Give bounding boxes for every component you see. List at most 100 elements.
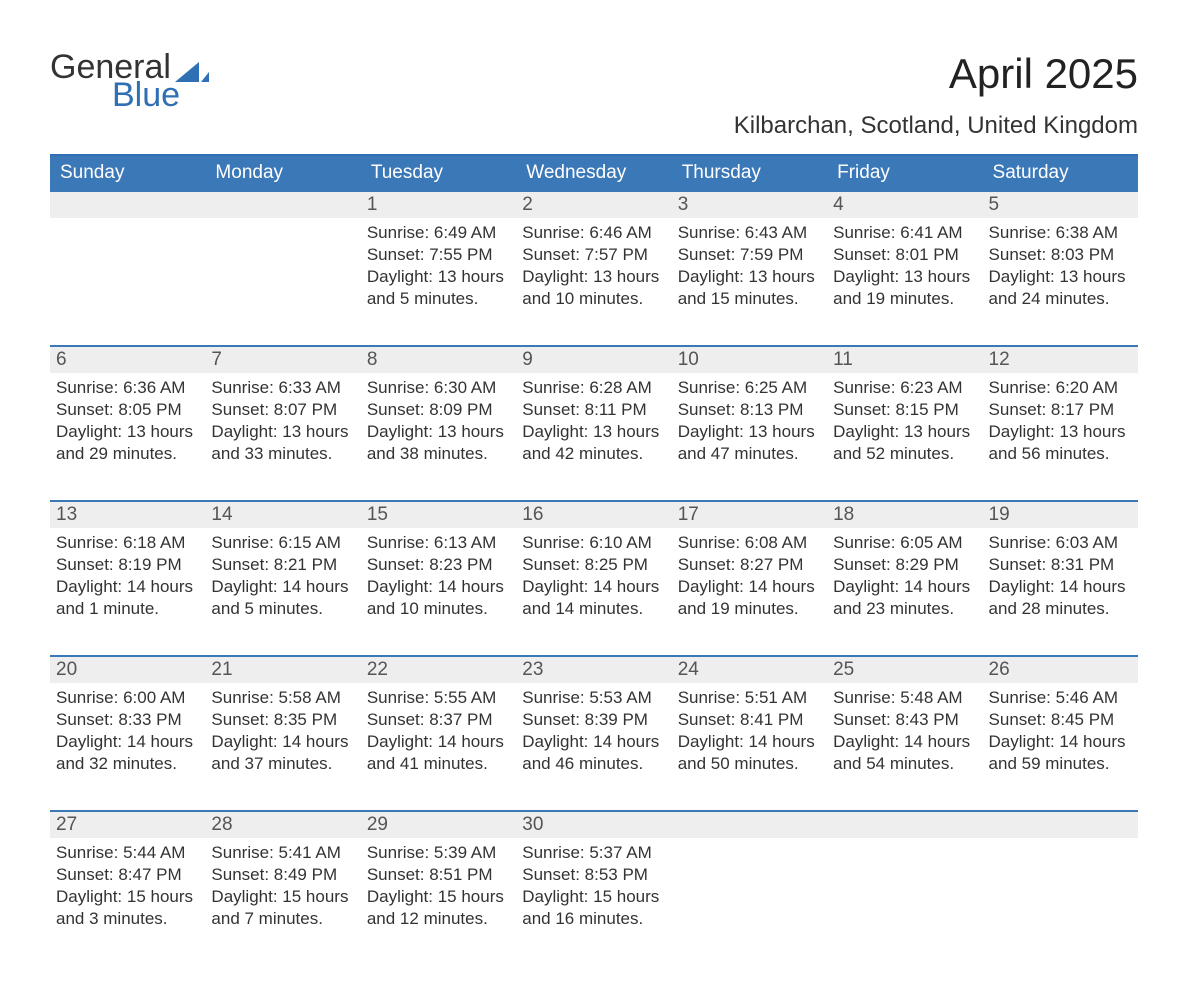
dl2-line: and 19 minutes. bbox=[678, 598, 821, 620]
day-content: Sunrise: 6:36 AMSunset: 8:05 PMDaylight:… bbox=[50, 373, 205, 477]
sunset-line: Sunset: 8:43 PM bbox=[833, 709, 976, 731]
day-cell: Sunrise: 5:48 AMSunset: 8:43 PMDaylight:… bbox=[827, 683, 982, 811]
day-cell: Sunrise: 6:33 AMSunset: 8:07 PMDaylight:… bbox=[205, 373, 360, 501]
calendar-page: General Blue April 2025 Kilbarchan, Scot… bbox=[0, 0, 1188, 1006]
dl1-line: Daylight: 13 hours bbox=[989, 421, 1132, 443]
dl2-line: and 54 minutes. bbox=[833, 753, 976, 775]
day-cell: Sunrise: 6:18 AMSunset: 8:19 PMDaylight:… bbox=[50, 528, 205, 656]
day-cell: Sunrise: 5:51 AMSunset: 8:41 PMDaylight:… bbox=[672, 683, 827, 811]
day-number-cell bbox=[827, 811, 982, 838]
dl1-line: Daylight: 14 hours bbox=[522, 576, 665, 598]
day-number-row: 20212223242526 bbox=[50, 656, 1138, 683]
dl2-line: and 42 minutes. bbox=[522, 443, 665, 465]
day-number-cell: 6 bbox=[50, 346, 205, 373]
sunset-line: Sunset: 7:57 PM bbox=[522, 244, 665, 266]
day-number-cell: 5 bbox=[983, 191, 1138, 218]
day-cell: Sunrise: 5:55 AMSunset: 8:37 PMDaylight:… bbox=[361, 683, 516, 811]
dl1-line: Daylight: 13 hours bbox=[367, 266, 510, 288]
dl2-line: and 33 minutes. bbox=[211, 443, 354, 465]
sunrise-line: Sunrise: 6:08 AM bbox=[678, 532, 821, 554]
week-row: Sunrise: 6:36 AMSunset: 8:05 PMDaylight:… bbox=[50, 373, 1138, 501]
day-cell: Sunrise: 5:58 AMSunset: 8:35 PMDaylight:… bbox=[205, 683, 360, 811]
dl2-line: and 46 minutes. bbox=[522, 753, 665, 775]
dl1-line: Daylight: 13 hours bbox=[989, 266, 1132, 288]
dl1-line: Daylight: 14 hours bbox=[678, 731, 821, 753]
day-number-cell: 9 bbox=[516, 346, 671, 373]
day-cell: Sunrise: 6:13 AMSunset: 8:23 PMDaylight:… bbox=[361, 528, 516, 656]
day-number-cell: 24 bbox=[672, 656, 827, 683]
day-number-cell: 30 bbox=[516, 811, 671, 838]
day-cell: Sunrise: 6:20 AMSunset: 8:17 PMDaylight:… bbox=[983, 373, 1138, 501]
day-number-cell: 12 bbox=[983, 346, 1138, 373]
day-cell: Sunrise: 5:46 AMSunset: 8:45 PMDaylight:… bbox=[983, 683, 1138, 811]
sunset-line: Sunset: 7:59 PM bbox=[678, 244, 821, 266]
day-cell bbox=[983, 838, 1138, 966]
day-cell: Sunrise: 6:10 AMSunset: 8:25 PMDaylight:… bbox=[516, 528, 671, 656]
day-number-cell: 29 bbox=[361, 811, 516, 838]
day-cell: Sunrise: 5:53 AMSunset: 8:39 PMDaylight:… bbox=[516, 683, 671, 811]
day-number-cell: 4 bbox=[827, 191, 982, 218]
header: General Blue April 2025 Kilbarchan, Scot… bbox=[50, 50, 1138, 140]
day-number-cell: 19 bbox=[983, 501, 1138, 528]
sunrise-line: Sunrise: 6:41 AM bbox=[833, 222, 976, 244]
dl1-line: Daylight: 14 hours bbox=[678, 576, 821, 598]
sunrise-line: Sunrise: 5:37 AM bbox=[522, 842, 665, 864]
sunset-line: Sunset: 8:27 PM bbox=[678, 554, 821, 576]
dl2-line: and 41 minutes. bbox=[367, 753, 510, 775]
sunset-line: Sunset: 8:29 PM bbox=[833, 554, 976, 576]
day-content: Sunrise: 5:55 AMSunset: 8:37 PMDaylight:… bbox=[361, 683, 516, 787]
day-cell: Sunrise: 6:05 AMSunset: 8:29 PMDaylight:… bbox=[827, 528, 982, 656]
dl1-line: Daylight: 15 hours bbox=[522, 886, 665, 908]
day-content: Sunrise: 6:18 AMSunset: 8:19 PMDaylight:… bbox=[50, 528, 205, 632]
day-number-cell bbox=[50, 191, 205, 218]
dl2-line: and 37 minutes. bbox=[211, 753, 354, 775]
day-content: Sunrise: 5:51 AMSunset: 8:41 PMDaylight:… bbox=[672, 683, 827, 787]
weekday-header: Friday bbox=[827, 155, 982, 191]
dl1-line: Daylight: 14 hours bbox=[211, 576, 354, 598]
week-row: Sunrise: 6:18 AMSunset: 8:19 PMDaylight:… bbox=[50, 528, 1138, 656]
sunset-line: Sunset: 8:49 PM bbox=[211, 864, 354, 886]
day-content: Sunrise: 5:58 AMSunset: 8:35 PMDaylight:… bbox=[205, 683, 360, 787]
sunset-line: Sunset: 8:31 PM bbox=[989, 554, 1132, 576]
day-number-row: 12345 bbox=[50, 191, 1138, 218]
day-cell: Sunrise: 6:46 AMSunset: 7:57 PMDaylight:… bbox=[516, 218, 671, 346]
dl2-line: and 10 minutes. bbox=[367, 598, 510, 620]
day-number-row: 6789101112 bbox=[50, 346, 1138, 373]
dl1-line: Daylight: 13 hours bbox=[678, 266, 821, 288]
day-number-cell: 20 bbox=[50, 656, 205, 683]
sunrise-line: Sunrise: 5:55 AM bbox=[367, 687, 510, 709]
day-number-cell: 18 bbox=[827, 501, 982, 528]
day-content: Sunrise: 5:41 AMSunset: 8:49 PMDaylight:… bbox=[205, 838, 360, 942]
day-number-cell bbox=[672, 811, 827, 838]
day-cell: Sunrise: 6:03 AMSunset: 8:31 PMDaylight:… bbox=[983, 528, 1138, 656]
sunrise-line: Sunrise: 6:23 AM bbox=[833, 377, 976, 399]
day-content: Sunrise: 6:25 AMSunset: 8:13 PMDaylight:… bbox=[672, 373, 827, 477]
dl1-line: Daylight: 13 hours bbox=[211, 421, 354, 443]
sunset-line: Sunset: 8:41 PM bbox=[678, 709, 821, 731]
brand-line2: Blue bbox=[50, 78, 209, 112]
sunrise-line: Sunrise: 6:30 AM bbox=[367, 377, 510, 399]
dl2-line: and 52 minutes. bbox=[833, 443, 976, 465]
day-cell: Sunrise: 6:38 AMSunset: 8:03 PMDaylight:… bbox=[983, 218, 1138, 346]
day-number-cell: 8 bbox=[361, 346, 516, 373]
day-cell: Sunrise: 6:15 AMSunset: 8:21 PMDaylight:… bbox=[205, 528, 360, 656]
sunset-line: Sunset: 8:07 PM bbox=[211, 399, 354, 421]
day-number-cell: 27 bbox=[50, 811, 205, 838]
day-content: Sunrise: 6:41 AMSunset: 8:01 PMDaylight:… bbox=[827, 218, 982, 322]
location-label: Kilbarchan, Scotland, United Kingdom bbox=[734, 112, 1138, 140]
dl2-line: and 19 minutes. bbox=[833, 288, 976, 310]
day-cell: Sunrise: 5:39 AMSunset: 8:51 PMDaylight:… bbox=[361, 838, 516, 966]
dl1-line: Daylight: 14 hours bbox=[522, 731, 665, 753]
sunrise-line: Sunrise: 6:20 AM bbox=[989, 377, 1132, 399]
sunrise-line: Sunrise: 6:49 AM bbox=[367, 222, 510, 244]
day-cell bbox=[827, 838, 982, 966]
brand-logo: General Blue bbox=[50, 50, 209, 112]
dl1-line: Daylight: 14 hours bbox=[56, 731, 199, 753]
dl1-line: Daylight: 14 hours bbox=[367, 576, 510, 598]
day-cell: Sunrise: 6:30 AMSunset: 8:09 PMDaylight:… bbox=[361, 373, 516, 501]
day-content: Sunrise: 6:46 AMSunset: 7:57 PMDaylight:… bbox=[516, 218, 671, 322]
day-cell bbox=[205, 218, 360, 346]
weekday-header: Saturday bbox=[983, 155, 1138, 191]
sunrise-line: Sunrise: 6:13 AM bbox=[367, 532, 510, 554]
day-content: Sunrise: 5:48 AMSunset: 8:43 PMDaylight:… bbox=[827, 683, 982, 787]
